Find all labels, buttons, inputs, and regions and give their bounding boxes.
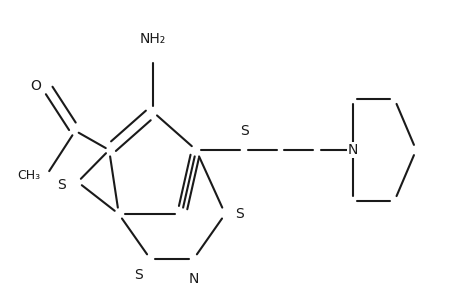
Text: S: S bbox=[134, 268, 143, 282]
Text: NH₂: NH₂ bbox=[139, 32, 165, 46]
Text: S: S bbox=[235, 207, 243, 221]
Text: S: S bbox=[57, 178, 66, 192]
Text: N: N bbox=[188, 272, 198, 286]
Text: N: N bbox=[347, 143, 358, 157]
Text: CH₃: CH₃ bbox=[17, 169, 40, 182]
Text: O: O bbox=[30, 79, 41, 93]
Text: S: S bbox=[240, 124, 248, 139]
